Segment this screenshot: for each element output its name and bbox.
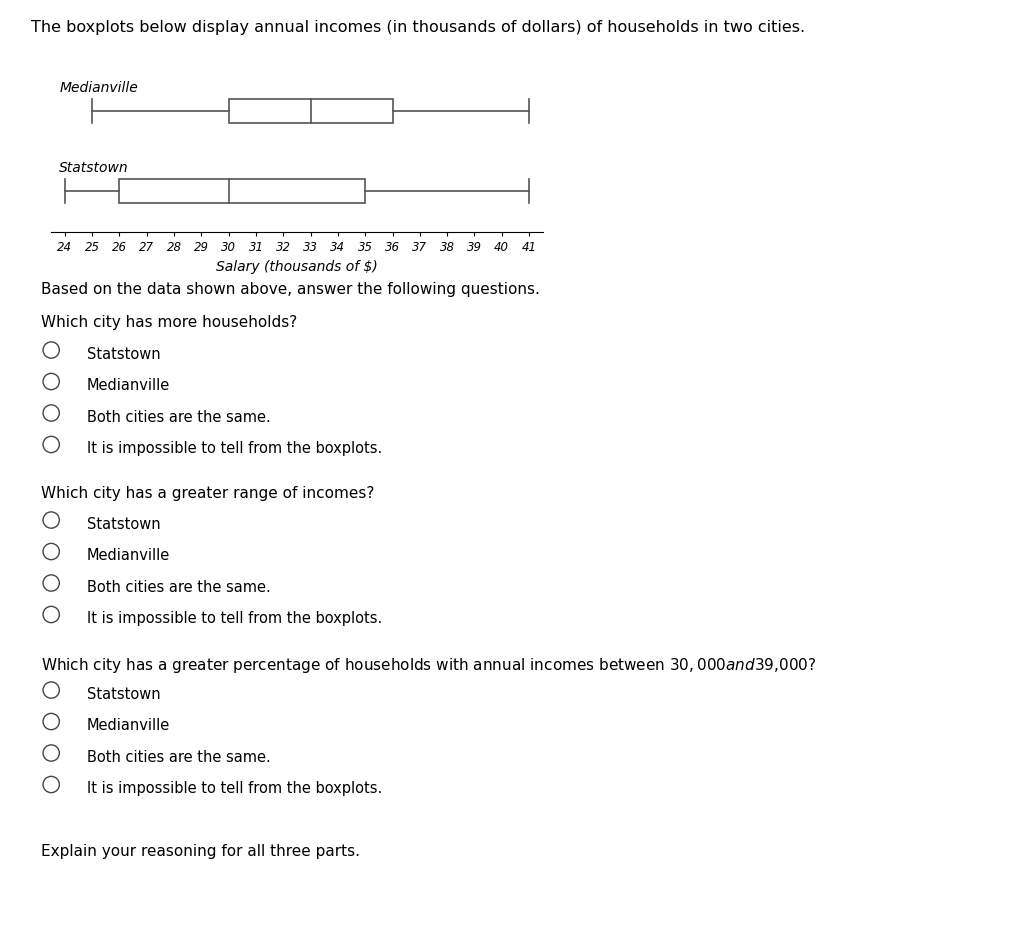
Text: Statstown: Statstown [87,517,161,532]
Text: Which city has more households?: Which city has more households? [41,316,297,331]
Text: Medianville: Medianville [87,379,170,394]
Bar [120,180,366,204]
Text: Both cities are the same.: Both cities are the same. [87,750,270,765]
Text: Medianville: Medianville [87,548,170,563]
Text: Both cities are the same.: Both cities are the same. [87,580,270,594]
Text: Which city has a greater percentage of households with annual incomes between $3: Which city has a greater percentage of h… [41,656,816,674]
Text: Based on the data shown above, answer the following questions.: Based on the data shown above, answer th… [41,282,540,297]
Text: Statstown: Statstown [87,347,161,362]
X-axis label: Salary (thousands of $): Salary (thousands of $) [216,260,378,274]
Text: Which city has a greater range of incomes?: Which city has a greater range of income… [41,485,375,500]
Text: Medianville: Medianville [59,81,138,94]
Bar [228,99,392,123]
Text: Medianville: Medianville [87,719,170,733]
Text: Both cities are the same.: Both cities are the same. [87,410,270,425]
Text: Statstown: Statstown [87,687,161,702]
Text: It is impossible to tell from the boxplots.: It is impossible to tell from the boxplo… [87,611,382,626]
Text: It is impossible to tell from the boxplots.: It is impossible to tell from the boxplo… [87,442,382,457]
Text: Explain your reasoning for all three parts.: Explain your reasoning for all three par… [41,845,360,859]
Text: The boxplots below display annual incomes (in thousands of dollars) of household: The boxplots below display annual income… [31,20,805,35]
Text: Statstown: Statstown [59,161,129,175]
Text: It is impossible to tell from the boxplots.: It is impossible to tell from the boxplo… [87,782,382,796]
